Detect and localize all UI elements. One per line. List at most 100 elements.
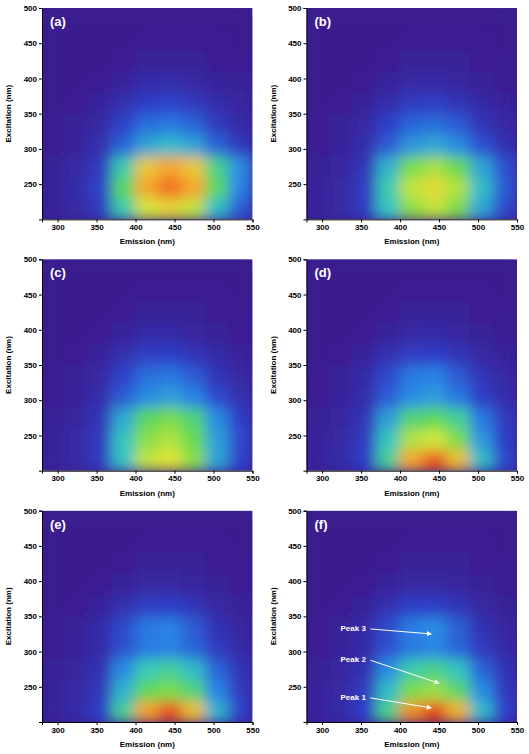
heatmap-cell — [400, 71, 424, 93]
heatmap-cell — [376, 113, 400, 135]
heatmap-cell — [423, 113, 447, 135]
heatmap-cell — [65, 531, 89, 553]
y-axis-title: Excitation (nm) — [4, 587, 13, 645]
heatmap-cell — [470, 8, 494, 30]
heatmap-cell — [376, 92, 400, 114]
tick-label: 450 — [288, 542, 302, 551]
heatmap-cell — [229, 71, 253, 93]
heatmap-cell — [470, 531, 494, 553]
heatmap-cell — [158, 259, 182, 281]
panel-label: (e) — [50, 517, 66, 532]
tick-label: 450 — [288, 291, 302, 300]
heatmap-cell — [400, 386, 424, 408]
heatmap-cell — [307, 658, 331, 680]
heatmap-cell — [88, 449, 112, 471]
heatmap-cell — [88, 637, 112, 659]
heatmap-cell — [88, 343, 112, 365]
heatmap-cell — [65, 50, 89, 72]
heatmap-cell — [205, 280, 229, 302]
tick-label: 450 — [168, 726, 182, 735]
heatmap-cell — [493, 658, 517, 680]
heatmap-cell — [400, 301, 424, 323]
heatmap-cell — [158, 8, 182, 30]
tick: 450 — [24, 291, 42, 300]
tick-label: 250 — [24, 683, 38, 692]
tick-label: 300 — [24, 145, 38, 154]
heatmap-cell — [205, 449, 229, 471]
heatmap-cell — [353, 280, 377, 302]
heatmap-cell — [493, 637, 517, 659]
heatmap-cell — [307, 50, 331, 72]
heatmap-cell — [353, 511, 377, 533]
heatmap-cell — [229, 134, 253, 156]
heatmap-cell — [135, 365, 159, 387]
heatmap-cell — [423, 679, 447, 701]
tick-label: 350 — [355, 726, 369, 735]
heatmap-cell — [88, 552, 112, 574]
tick-mark — [39, 581, 42, 582]
heatmap-cell — [182, 322, 206, 344]
heatmap-cell — [329, 113, 353, 135]
heatmap-cell — [423, 407, 447, 429]
tick-mark — [39, 149, 42, 150]
heatmap-cell — [423, 428, 447, 450]
tick-mark — [439, 219, 440, 222]
heatmap-cell — [423, 50, 447, 72]
heatmap-cell — [423, 552, 447, 574]
heatmap-cell — [65, 511, 89, 533]
heatmap-cell — [42, 531, 66, 553]
heatmap-cell — [376, 428, 400, 450]
heatmap-cell — [205, 29, 229, 51]
tick: 500 — [207, 722, 221, 735]
heatmap-cell — [329, 301, 353, 323]
heatmap-cell — [446, 407, 470, 429]
x-axis-title: Emission (nm) — [384, 489, 439, 498]
tick-label: 550 — [246, 474, 260, 483]
heatmap-cell — [423, 259, 447, 281]
tick-mark — [39, 184, 42, 185]
heatmap-cell — [65, 322, 89, 344]
heatmap-cell — [158, 679, 182, 701]
heatmap-cell — [65, 658, 89, 680]
tick: 400 — [288, 326, 306, 335]
heatmap-cell — [329, 574, 353, 596]
heatmap-cell — [88, 280, 112, 302]
tick: 400 — [288, 75, 306, 84]
heatmap-cell — [307, 71, 331, 93]
heatmap-cell — [88, 301, 112, 323]
axis-line — [304, 511, 308, 722]
tick-label: 350 — [288, 110, 302, 119]
tick-label: 350 — [24, 361, 38, 370]
heatmap-cell — [446, 259, 470, 281]
heatmap-cell — [229, 50, 253, 72]
heatmap-cell — [135, 637, 159, 659]
heatmap-cell — [229, 29, 253, 51]
tick-mark — [39, 687, 42, 688]
heatmap-cell — [229, 301, 253, 323]
panel: 300350400450500550250300350400450500Emis… — [4, 255, 260, 497]
heatmap-cell — [376, 616, 400, 638]
tick: 300 — [24, 145, 42, 154]
heatmap-cell — [470, 616, 494, 638]
tick-mark — [39, 8, 42, 9]
heatmap-cell — [42, 155, 66, 177]
plot-background — [307, 8, 518, 219]
heatmap-cell — [135, 658, 159, 680]
heatmap-cell — [400, 29, 424, 51]
heatmap-cell — [329, 386, 353, 408]
heatmap-cell — [423, 595, 447, 617]
heatmap-cell — [353, 595, 377, 617]
heatmap-cell — [376, 511, 400, 533]
heatmap-cell — [229, 8, 253, 30]
heatmap-cell — [329, 134, 353, 156]
heatmap-cell — [446, 134, 470, 156]
heatmap-cell — [423, 177, 447, 199]
annotation-arrow — [370, 629, 431, 634]
heatmap-cell — [182, 177, 206, 199]
tick-label: 500 — [207, 474, 221, 483]
tick-mark — [439, 471, 440, 474]
heatmap-cell — [493, 301, 517, 323]
tick: 400 — [129, 219, 143, 232]
heatmap-cell — [446, 449, 470, 471]
heatmap-cell — [112, 616, 136, 638]
